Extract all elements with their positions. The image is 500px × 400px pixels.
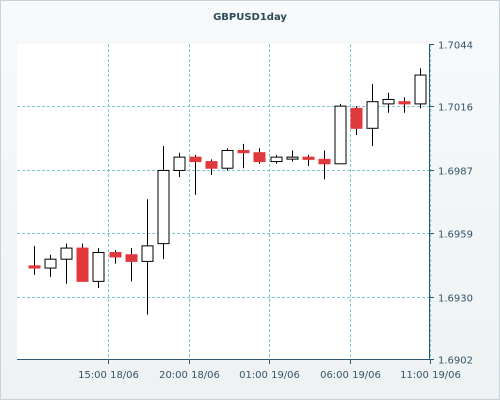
candle-body-up: [366, 101, 379, 129]
candle: [350, 106, 363, 135]
candle: [253, 148, 266, 164]
candle: [157, 146, 170, 260]
candle-body-up: [334, 105, 347, 165]
candle: [302, 154, 315, 167]
x-tick-label: 01:00 19/06: [239, 370, 300, 381]
candles-group: [28, 68, 427, 315]
y-axis-ticks: 1.7044 1.7016 1.6987 1.6959 1.6930 1.6902: [429, 41, 473, 367]
candle-body-down: [318, 158, 331, 165]
x-tick-label: 20:00 18/06: [159, 370, 220, 381]
candle-body-up: [270, 156, 283, 163]
x-tick-label: 06:00 19/06: [320, 370, 381, 381]
grid-lines: [17, 44, 431, 359]
candle-body-up: [286, 156, 299, 160]
candle-body-down: [253, 152, 266, 163]
candle-body-down: [109, 252, 122, 258]
candle: [141, 199, 154, 315]
candle: [366, 83, 379, 147]
candle-body-down: [302, 156, 315, 160]
candle: [173, 152, 186, 178]
candle: [189, 154, 202, 195]
candle-body-down: [398, 101, 411, 105]
candle-body-up: [173, 156, 186, 171]
candle: [334, 103, 347, 165]
candle-body-down: [76, 247, 89, 282]
candle: [125, 248, 138, 282]
candle: [92, 248, 105, 289]
candle-body-down: [125, 254, 138, 262]
candle-body-up: [414, 74, 427, 105]
candle-body-up: [382, 98, 395, 105]
candle-body-down: [205, 161, 218, 169]
candle-body-up: [92, 252, 105, 282]
candle: [382, 92, 395, 113]
candle: [60, 243, 73, 284]
y-tick-label: 1.7016: [438, 103, 473, 114]
candle: [205, 159, 218, 175]
candle: [270, 154, 283, 164]
plot-area: [17, 44, 429, 359]
candle-body-up: [44, 258, 57, 269]
x-tick-label: 15:00 18/06: [78, 370, 139, 381]
candle-body-up: [157, 169, 170, 245]
candle-body-down: [350, 107, 363, 129]
x-tick-label: 11:00 19/06: [400, 370, 461, 381]
candle-body-down: [189, 156, 202, 163]
candle: [318, 150, 331, 180]
candle-body-up: [141, 245, 154, 262]
candle: [237, 143, 250, 169]
y-tick-label: 1.6902: [438, 356, 473, 367]
x-axis-ticks: 15:00 18/06 20:00 18/06 01:00 19/06 06:00 1…: [78, 359, 461, 381]
candle: [414, 68, 427, 109]
candle: [28, 245, 41, 275]
candle: [221, 148, 234, 171]
candle-body-up: [60, 247, 73, 260]
candle: [109, 250, 122, 264]
candle: [398, 97, 411, 113]
candle: [286, 150, 299, 162]
chart-title: GBPUSD1day: [213, 12, 287, 23]
candle-body-down: [28, 265, 41, 269]
y-tick-label: 1.7044: [438, 41, 473, 52]
candle-body-up: [221, 149, 234, 169]
y-tick-label: 1.6930: [438, 294, 473, 305]
candle: [44, 254, 57, 277]
candle-body-down: [237, 149, 250, 154]
y-tick-label: 1.6959: [438, 230, 473, 241]
candle: [76, 243, 89, 282]
y-tick-label: 1.6987: [438, 167, 473, 178]
